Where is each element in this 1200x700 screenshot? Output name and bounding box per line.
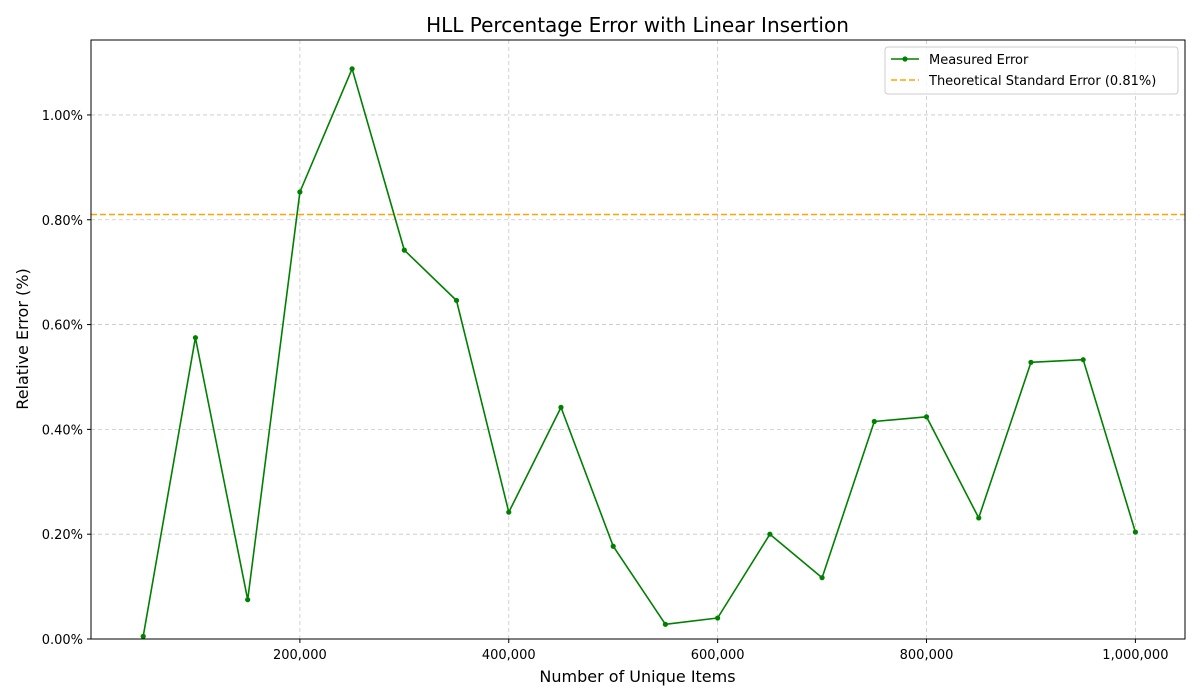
x-tick-label: 800,000 <box>900 648 954 663</box>
y-tick-label: 0.40% <box>42 423 83 438</box>
x-tick-label: 600,000 <box>691 648 745 663</box>
data-point <box>819 575 825 581</box>
data-point <box>662 621 669 627</box>
y-axis-label: Relative Error (%) <box>13 268 32 409</box>
y-tick-label: 0.00% <box>42 633 83 648</box>
plot-frame <box>90 39 1186 640</box>
y-tick-label: 0.60% <box>42 319 83 334</box>
legend-label-theoretical: Theoretical Standard Error (0.81%) <box>928 74 1156 89</box>
data-point <box>140 633 146 639</box>
legend-box <box>884 46 1179 95</box>
data-point <box>506 509 512 515</box>
data-point <box>297 189 303 195</box>
legend-label-measured: Measured Error <box>929 53 1029 68</box>
x-tick-label: 400,000 <box>482 648 536 663</box>
y-tick-label: 0.20% <box>42 528 83 543</box>
legend-marker-measured <box>902 56 908 62</box>
data-point <box>245 597 251 603</box>
data-point <box>192 335 199 341</box>
data-point <box>1132 529 1138 535</box>
y-tick-label: 1.00% <box>42 109 83 124</box>
data-point <box>401 247 407 253</box>
legend: Measured Error Theoretical Standard Erro… <box>884 46 1179 95</box>
x-axis-label: Number of Unique Items <box>539 667 735 686</box>
data-point <box>976 515 982 521</box>
data-point <box>610 543 616 549</box>
data-point <box>715 615 721 621</box>
data-point <box>923 414 930 420</box>
x-tick-label: 200,000 <box>273 648 327 663</box>
y-tick-label: 0.80% <box>42 214 83 229</box>
data-point <box>1080 357 1086 363</box>
data-point <box>767 531 773 537</box>
axis-ticks: 200,000 400,000 600,000 800,000 1,000,000 0.0… <box>42 109 1169 663</box>
measured-error-line <box>142 68 1137 637</box>
chart-title: HLL Percentage Error with Linear Inserti… <box>426 13 849 37</box>
data-point <box>349 66 355 72</box>
data-point <box>871 418 877 425</box>
x-tick-label: 1,000,000 <box>1102 648 1168 663</box>
data-point <box>453 297 460 304</box>
data-point <box>558 404 564 410</box>
series <box>140 66 1138 639</box>
data-point <box>1028 359 1034 365</box>
